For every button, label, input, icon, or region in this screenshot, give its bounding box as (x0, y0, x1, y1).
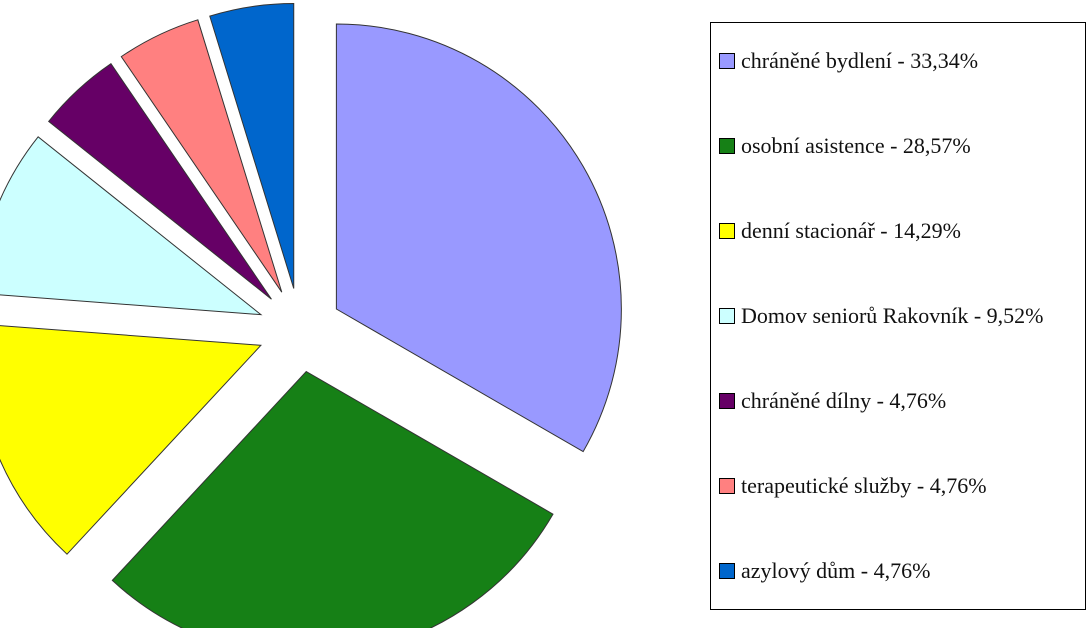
pie-slice (0, 136, 263, 316)
pie-slice (47, 62, 272, 300)
pie-slice (111, 370, 554, 628)
legend-item: osobní asistence - 28,57% (719, 130, 1079, 162)
pie-slice (209, 2, 295, 289)
pie-slice (335, 23, 622, 453)
legend-swatch (719, 563, 735, 579)
legend-swatch (719, 478, 735, 494)
pie-chart (0, 2, 622, 628)
legend-label: Domov seniorů Rakovník - 9,52% (741, 303, 1044, 328)
legend: chráněné bydlení - 33,34% osobní asistenc… (710, 22, 1086, 610)
legend-item: azylový dům - 4,76% (719, 555, 1079, 587)
legend-swatch (719, 138, 735, 154)
pie-slice (0, 325, 262, 555)
legend-swatch (719, 393, 735, 409)
pie-slice (120, 19, 283, 293)
legend-swatch (719, 53, 735, 69)
legend-label: azylový dům - 4,76% (741, 558, 931, 583)
legend-swatch (719, 223, 735, 239)
legend-label: terapeutické služby - 4,76% (741, 473, 987, 498)
legend-item: chráněné bydlení - 33,34% (719, 45, 1079, 77)
legend-item: terapeutické služby - 4,76% (719, 470, 1079, 502)
legend-label: osobní asistence - 28,57% (741, 133, 971, 158)
legend-item: Domov seniorů Rakovník - 9,52% (719, 300, 1079, 332)
legend-label: chráněné dílny - 4,76% (741, 388, 947, 413)
legend-label: chráněné bydlení - 33,34% (741, 48, 979, 73)
legend-swatch (719, 308, 735, 324)
legend-item: chráněné dílny - 4,76% (719, 385, 1079, 417)
legend-item: denní stacionář - 14,29% (719, 215, 1079, 247)
legend-label: denní stacionář - 14,29% (741, 218, 961, 243)
